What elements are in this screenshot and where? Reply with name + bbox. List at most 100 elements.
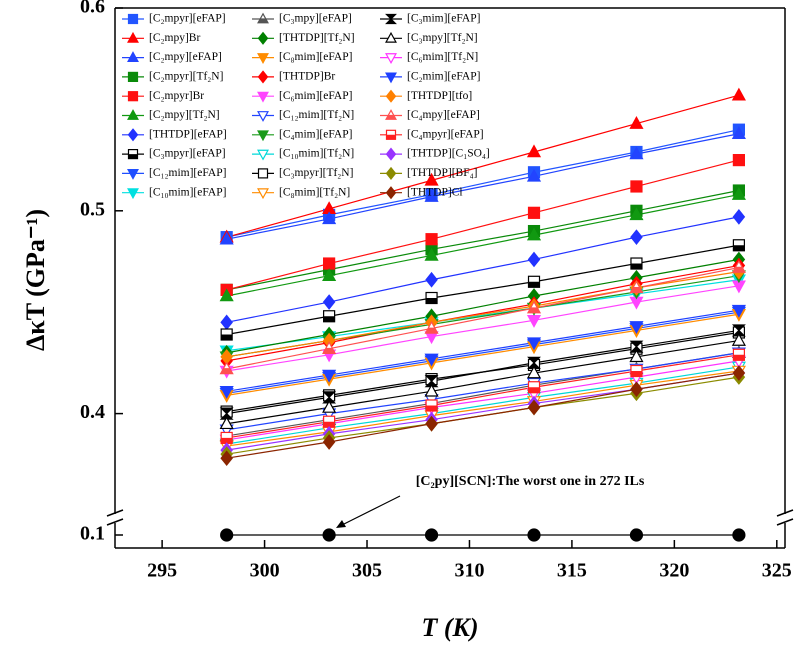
marker (257, 188, 269, 200)
legend-label: [THTDP][BF₄] (407, 167, 477, 179)
marker (385, 147, 397, 161)
x-tick-label: 310 (454, 560, 484, 582)
legend-label: [C₂mpyr]Br (149, 90, 204, 102)
series-line (226, 189, 740, 291)
marker (323, 257, 336, 270)
axis-break (106, 509, 124, 517)
legend-label: [C₂mpyr][eFAP] (149, 13, 226, 25)
marker (526, 144, 542, 158)
marker (731, 126, 746, 140)
marker (127, 91, 139, 102)
marker (220, 314, 233, 331)
legend-label: [C₁₂mim][eFAP] (149, 167, 226, 179)
legend-label: [C₃mpyr][eFAP] (149, 148, 226, 160)
marker (220, 450, 233, 467)
marker-half (630, 263, 642, 270)
marker (732, 365, 746, 381)
marker (424, 353, 439, 367)
series-line (226, 285, 739, 372)
series-line (226, 94, 740, 238)
series-line (226, 366, 739, 445)
marker (732, 154, 745, 167)
legend-label: [C₁₂mim][Tf₂N] (279, 109, 354, 121)
legend-label: [C₂mpy]Br (149, 32, 200, 44)
x-tick-label: 325 (762, 560, 792, 582)
marker (629, 340, 644, 353)
marker-half (527, 307, 541, 313)
marker (629, 207, 644, 221)
marker-half (323, 316, 335, 322)
marker-half (386, 134, 396, 140)
marker (385, 72, 397, 84)
marker (424, 172, 439, 186)
series-line (226, 311, 739, 394)
marker (629, 321, 644, 334)
marker (219, 407, 234, 420)
legend-label: [C₃mpyr][Tf₂N] (279, 167, 353, 179)
axis-break (776, 509, 794, 517)
legend-label: [C₈mim][eFAP] (279, 51, 352, 63)
series-line (226, 258, 740, 354)
legend-label: [THTDP][tfo] (407, 90, 472, 102)
marker (425, 415, 438, 432)
marker (257, 53, 269, 65)
marker-half (323, 421, 335, 428)
marker-half (528, 387, 540, 393)
legend-label: [THTDP][eFAP] (149, 128, 227, 140)
marker (526, 365, 542, 379)
legend-label: [C₃mpy][eFAP] (279, 13, 352, 25)
series-line (226, 339, 739, 425)
series-line (226, 193, 740, 297)
legend-label: [C₃mim][eFAP] (407, 13, 480, 25)
legend-label: [THTDP]Cl (407, 186, 463, 198)
x-tick-label: 295 (147, 560, 177, 582)
marker (732, 528, 746, 542)
legend-label: [THTDP][Tf₂N] (279, 32, 355, 44)
marker (257, 149, 269, 161)
legend-label: [C₂mpy][eFAP] (149, 51, 222, 63)
marker (526, 227, 542, 241)
marker (630, 180, 643, 193)
x-tick-label: 305 (352, 560, 382, 582)
marker (322, 391, 337, 404)
series-line (226, 216, 740, 323)
marker (425, 271, 438, 288)
series-line (226, 309, 739, 392)
marker (322, 369, 337, 383)
x-tick-label: 320 (659, 560, 689, 582)
series-line (226, 354, 739, 439)
marker (424, 528, 439, 542)
marker-half (128, 154, 138, 159)
legend-label: [C₃mpy][Tf₂N] (407, 32, 478, 44)
marker (385, 89, 397, 103)
series-line (226, 370, 739, 447)
y-tick-label: 0.4 (80, 401, 105, 423)
marker (322, 294, 336, 310)
marker-half (426, 298, 438, 304)
marker (219, 386, 234, 399)
legend-label: [THTDP]Br (279, 71, 335, 83)
arrow-head (336, 520, 346, 528)
y-tick-label: 0.5 (80, 198, 105, 220)
series-line (226, 133, 740, 240)
marker (127, 109, 139, 120)
legend-label: [C₆mim][eFAP] (279, 90, 352, 102)
series-line (226, 271, 739, 358)
marker-half (732, 266, 745, 273)
series-line (226, 244, 740, 336)
marker-half (323, 347, 336, 354)
marker (385, 31, 397, 43)
marker (527, 356, 541, 369)
marker (424, 247, 439, 261)
marker (322, 268, 337, 281)
legend-label: [C₄mpy][eFAP] (407, 109, 480, 121)
marker-half (386, 114, 396, 120)
series-line (226, 266, 740, 370)
series-line (226, 352, 739, 431)
marker (257, 31, 269, 45)
axis-break (776, 518, 794, 526)
marker (526, 168, 542, 182)
marker-half (733, 354, 745, 361)
marker (322, 211, 337, 225)
